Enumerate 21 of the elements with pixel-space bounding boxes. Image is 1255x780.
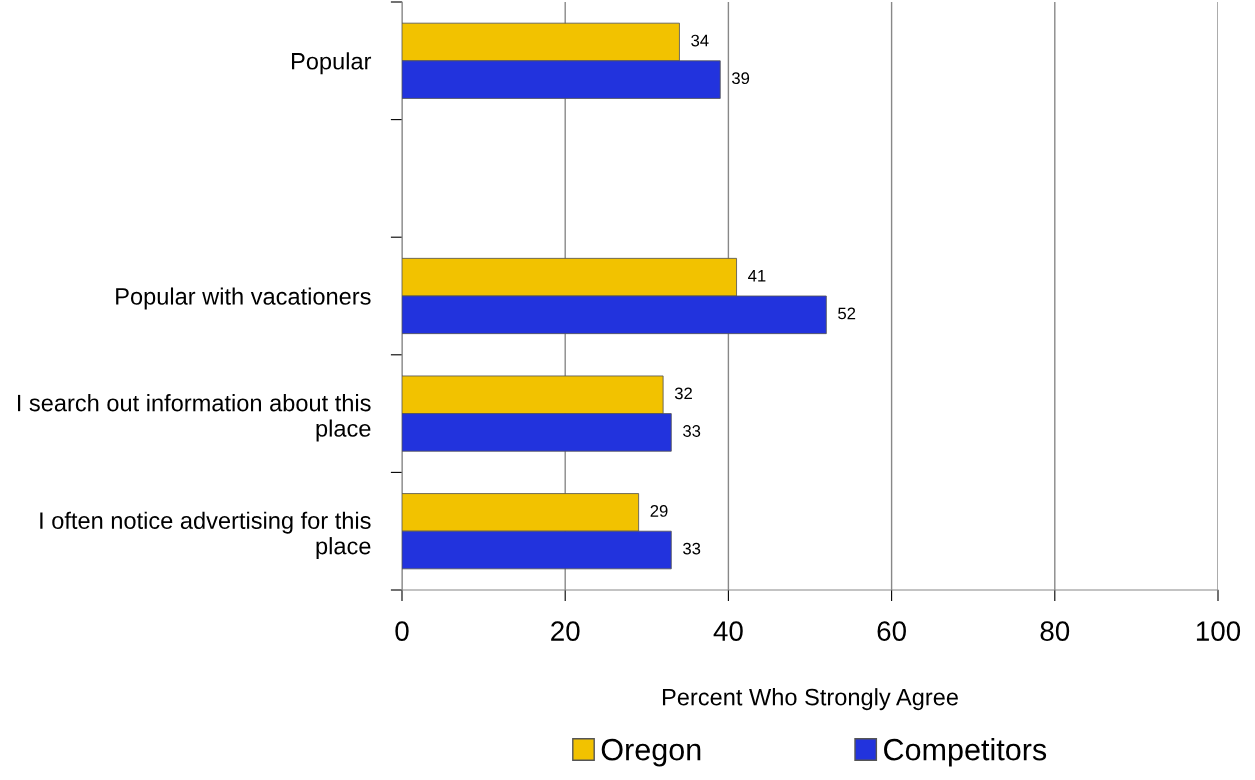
data-label: 41 bbox=[748, 270, 766, 282]
data-label: 29 bbox=[650, 505, 668, 517]
x-axis-title: Percent Who Strongly Agree bbox=[662, 688, 958, 711]
data-label: 39 bbox=[731, 72, 750, 85]
data-label: 34 bbox=[691, 34, 709, 47]
y-tick-label: Popular with vacationers bbox=[116, 287, 371, 310]
legend-label: Oregon bbox=[601, 738, 701, 767]
x-tick-label: 40 bbox=[713, 621, 743, 641]
x-tick-label: 100 bbox=[1196, 621, 1241, 641]
legend-label: Competitors bbox=[884, 738, 1047, 767]
x-tick-label: 60 bbox=[877, 621, 906, 641]
data-label: 52 bbox=[838, 307, 856, 320]
x-tick-label: 80 bbox=[1040, 621, 1070, 641]
y-tick-label: Popular bbox=[292, 52, 372, 75]
x-tick-label: 20 bbox=[551, 621, 580, 641]
x-tick-label: 0 bbox=[395, 621, 409, 641]
data-label: 33 bbox=[683, 425, 701, 437]
data-label: 32 bbox=[674, 387, 692, 400]
data-label: 33 bbox=[683, 542, 701, 555]
y-tick-label: I search out information about this place bbox=[17, 394, 371, 442]
y-tick-label: I often notice advertising for this place bbox=[40, 511, 371, 560]
